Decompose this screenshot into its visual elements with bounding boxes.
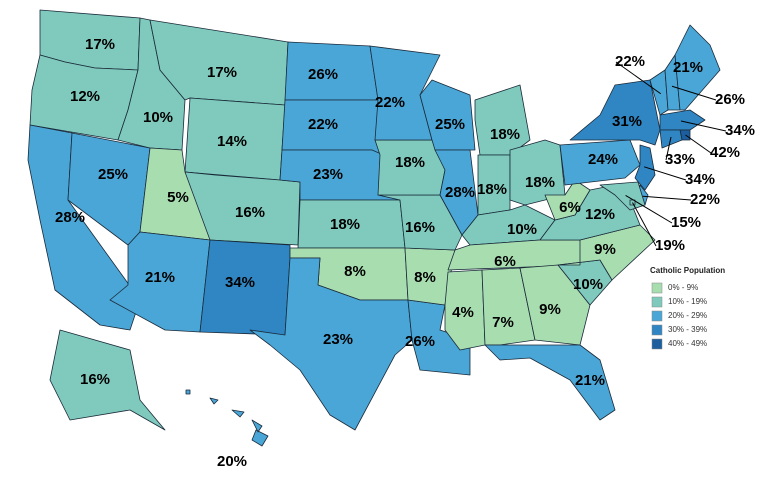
state-label: 26%	[715, 91, 745, 108]
state-label: 34%	[225, 274, 255, 291]
state	[544, 179, 591, 221]
state-label: 16%	[80, 371, 110, 388]
state-label: 26%	[308, 66, 338, 83]
state-label: 6%	[494, 253, 516, 270]
state-label: 22%	[690, 191, 720, 208]
state	[674, 24, 721, 111]
state-label: 22%	[375, 94, 405, 111]
state-label: 14%	[217, 133, 247, 150]
leader-line	[642, 195, 692, 201]
legend-title: Catholic Population	[650, 266, 725, 275]
leader-line	[665, 136, 672, 161]
state-label: 10%	[507, 221, 537, 238]
state-label: 34%	[725, 122, 755, 139]
state-label: 8%	[344, 263, 366, 280]
state-label: 12%	[70, 88, 100, 105]
leader-line	[685, 134, 712, 154]
state-label: 17%	[207, 64, 237, 81]
leader-line	[680, 120, 727, 132]
state-label: 10%	[143, 109, 173, 126]
legend: Catholic Population 0% - 9% 10% - 19% 20% …	[650, 266, 725, 350]
state-label: 21%	[673, 59, 703, 76]
legend-swatch	[651, 310, 663, 322]
state-label: 28%	[445, 184, 475, 201]
state-label: 5%	[167, 189, 189, 206]
state	[49, 329, 166, 431]
state	[559, 139, 641, 186]
state-label: 16%	[235, 204, 265, 221]
state-label: 18%	[477, 181, 507, 198]
state-label: 15%	[671, 214, 701, 231]
state-label: 23%	[313, 166, 343, 183]
state-label: 33%	[665, 151, 695, 168]
state	[249, 257, 413, 431]
state-label: 12%	[585, 206, 615, 223]
legend-swatch	[651, 324, 663, 336]
leader-line	[625, 194, 673, 224]
state-label: 18%	[395, 154, 425, 171]
state-label: 26%	[405, 333, 435, 350]
state-label: 18%	[490, 126, 520, 143]
state-label: 4%	[452, 304, 474, 321]
state	[419, 79, 476, 151]
state-label: 25%	[98, 166, 128, 183]
state-label: 21%	[145, 269, 175, 286]
state-label: 34%	[685, 171, 715, 188]
state-label: 22%	[615, 53, 645, 70]
leader-line	[644, 166, 687, 181]
state-label: 6%	[559, 199, 581, 216]
legend-label: 40% - 49%	[668, 339, 707, 348]
legend-label: 20% - 29%	[668, 311, 707, 320]
state	[659, 109, 706, 131]
state	[481, 267, 536, 346]
state	[407, 299, 471, 376]
state-label: 9%	[539, 301, 561, 318]
state-label: 8%	[414, 269, 436, 286]
state	[474, 84, 531, 156]
state-label: 42%	[710, 144, 740, 161]
state-label: 28%	[55, 209, 85, 226]
state	[484, 344, 616, 421]
state	[557, 224, 656, 281]
legend-swatch	[651, 338, 663, 350]
legend-label: 30% - 39%	[668, 325, 707, 334]
state-label: 10%	[573, 276, 603, 293]
state	[185, 389, 269, 447]
state-label: 18%	[525, 174, 555, 191]
state-label: 20%	[217, 453, 247, 470]
state-label: 24%	[588, 151, 618, 168]
state-label: 23%	[323, 331, 353, 348]
legend-swatch	[651, 282, 663, 294]
states	[27, 9, 721, 447]
state-label: 16%	[405, 219, 435, 236]
state-label: 9%	[594, 241, 616, 258]
state-label: 17%	[85, 36, 115, 53]
legend-swatch	[651, 296, 663, 308]
state-labels: 17% 12% 28% 25% 10% 17% 14% 5% 16% 21% 34% 26% 22% 23…	[55, 36, 755, 470]
state-label: 18%	[330, 216, 360, 233]
leader-line	[671, 85, 717, 101]
legend-label: 0% - 9%	[668, 283, 698, 292]
state-label: 21%	[575, 372, 605, 389]
state-label: 7%	[492, 314, 514, 331]
state-label: 25%	[435, 116, 465, 133]
leader-line	[632, 202, 657, 247]
leader-line	[615, 61, 662, 95]
state-label: 19%	[655, 237, 685, 254]
state-label: 22%	[308, 116, 338, 133]
legend-label: 10% - 19%	[668, 297, 707, 306]
state-label: 31%	[612, 113, 642, 130]
state	[519, 264, 591, 346]
